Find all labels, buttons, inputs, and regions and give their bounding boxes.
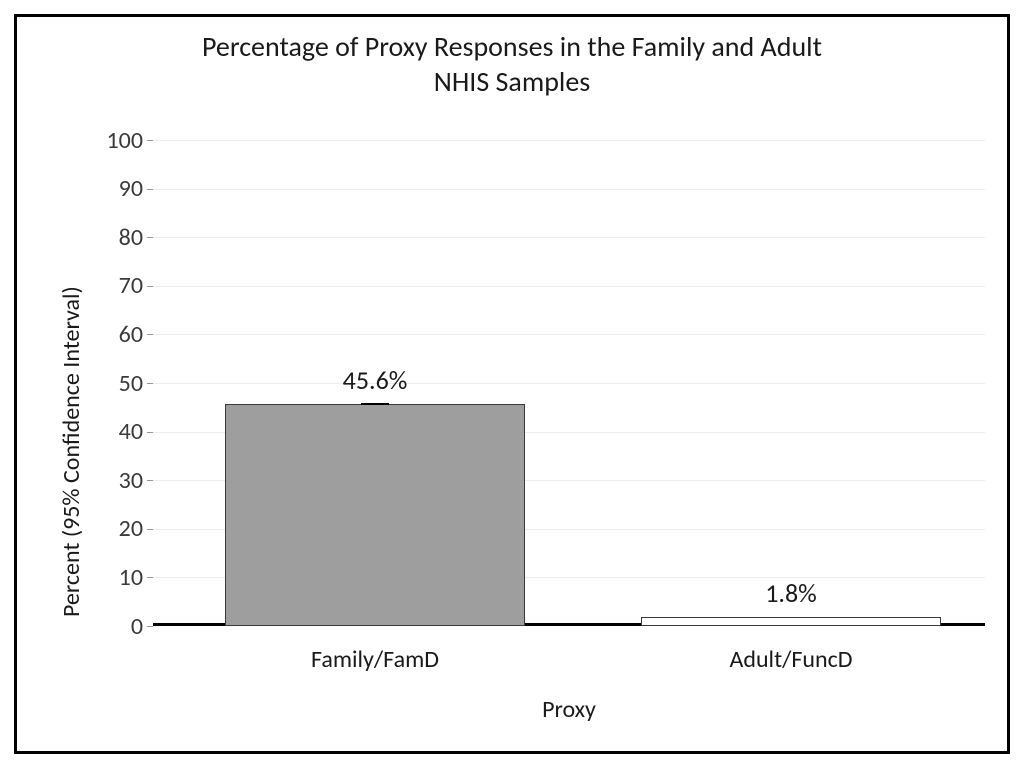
- y-tick-mark: [147, 334, 153, 335]
- y-tick-label: 60: [83, 320, 143, 349]
- gridline: [153, 286, 985, 287]
- y-tick-label: 100: [83, 126, 143, 155]
- y-tick-mark: [147, 577, 153, 578]
- y-tick-label: 30: [83, 466, 143, 495]
- bar: [641, 617, 941, 626]
- y-tick-mark: [147, 529, 153, 530]
- bar: [225, 404, 525, 626]
- y-tick-mark: [147, 189, 153, 190]
- chart-title-line2: NHIS Samples: [17, 64, 1007, 99]
- y-tick-label: 90: [83, 174, 143, 203]
- y-tick-label: 50: [83, 369, 143, 398]
- x-category-label: Adult/FuncD: [641, 645, 941, 674]
- chart-title: Percentage of Proxy Responses in the Fam…: [17, 29, 1007, 99]
- gridline: [153, 140, 985, 141]
- y-tick-mark: [147, 140, 153, 141]
- y-tick-mark: [147, 480, 153, 481]
- gridline: [153, 334, 985, 335]
- y-tick-mark: [147, 286, 153, 287]
- y-tick-mark: [147, 626, 153, 627]
- y-axis-label: Percent (95% Confidence Interval): [57, 286, 86, 617]
- y-tick-label: 0: [83, 612, 143, 641]
- y-tick-label: 40: [83, 417, 143, 446]
- y-tick-mark: [147, 432, 153, 433]
- chart-frame: Percentage of Proxy Responses in the Fam…: [14, 14, 1010, 754]
- y-tick-mark: [147, 237, 153, 238]
- y-tick-label: 70: [83, 271, 143, 300]
- gridline: [153, 237, 985, 238]
- y-tick-label: 10: [83, 563, 143, 592]
- bar-value-label: 1.8%: [641, 577, 941, 609]
- bar-value-label: 45.6%: [225, 364, 525, 396]
- x-category-label: Family/FamD: [225, 645, 525, 674]
- y-tick-label: 80: [83, 223, 143, 252]
- plot-area: 45.6% 1.8%: [153, 140, 985, 626]
- x-axis-label: Proxy: [153, 695, 985, 724]
- y-tick-label: 20: [83, 514, 143, 543]
- error-bar-cap: [361, 403, 389, 405]
- gridline: [153, 189, 985, 190]
- y-tick-mark: [147, 383, 153, 384]
- chart-title-line1: Percentage of Proxy Responses in the Fam…: [17, 29, 1007, 64]
